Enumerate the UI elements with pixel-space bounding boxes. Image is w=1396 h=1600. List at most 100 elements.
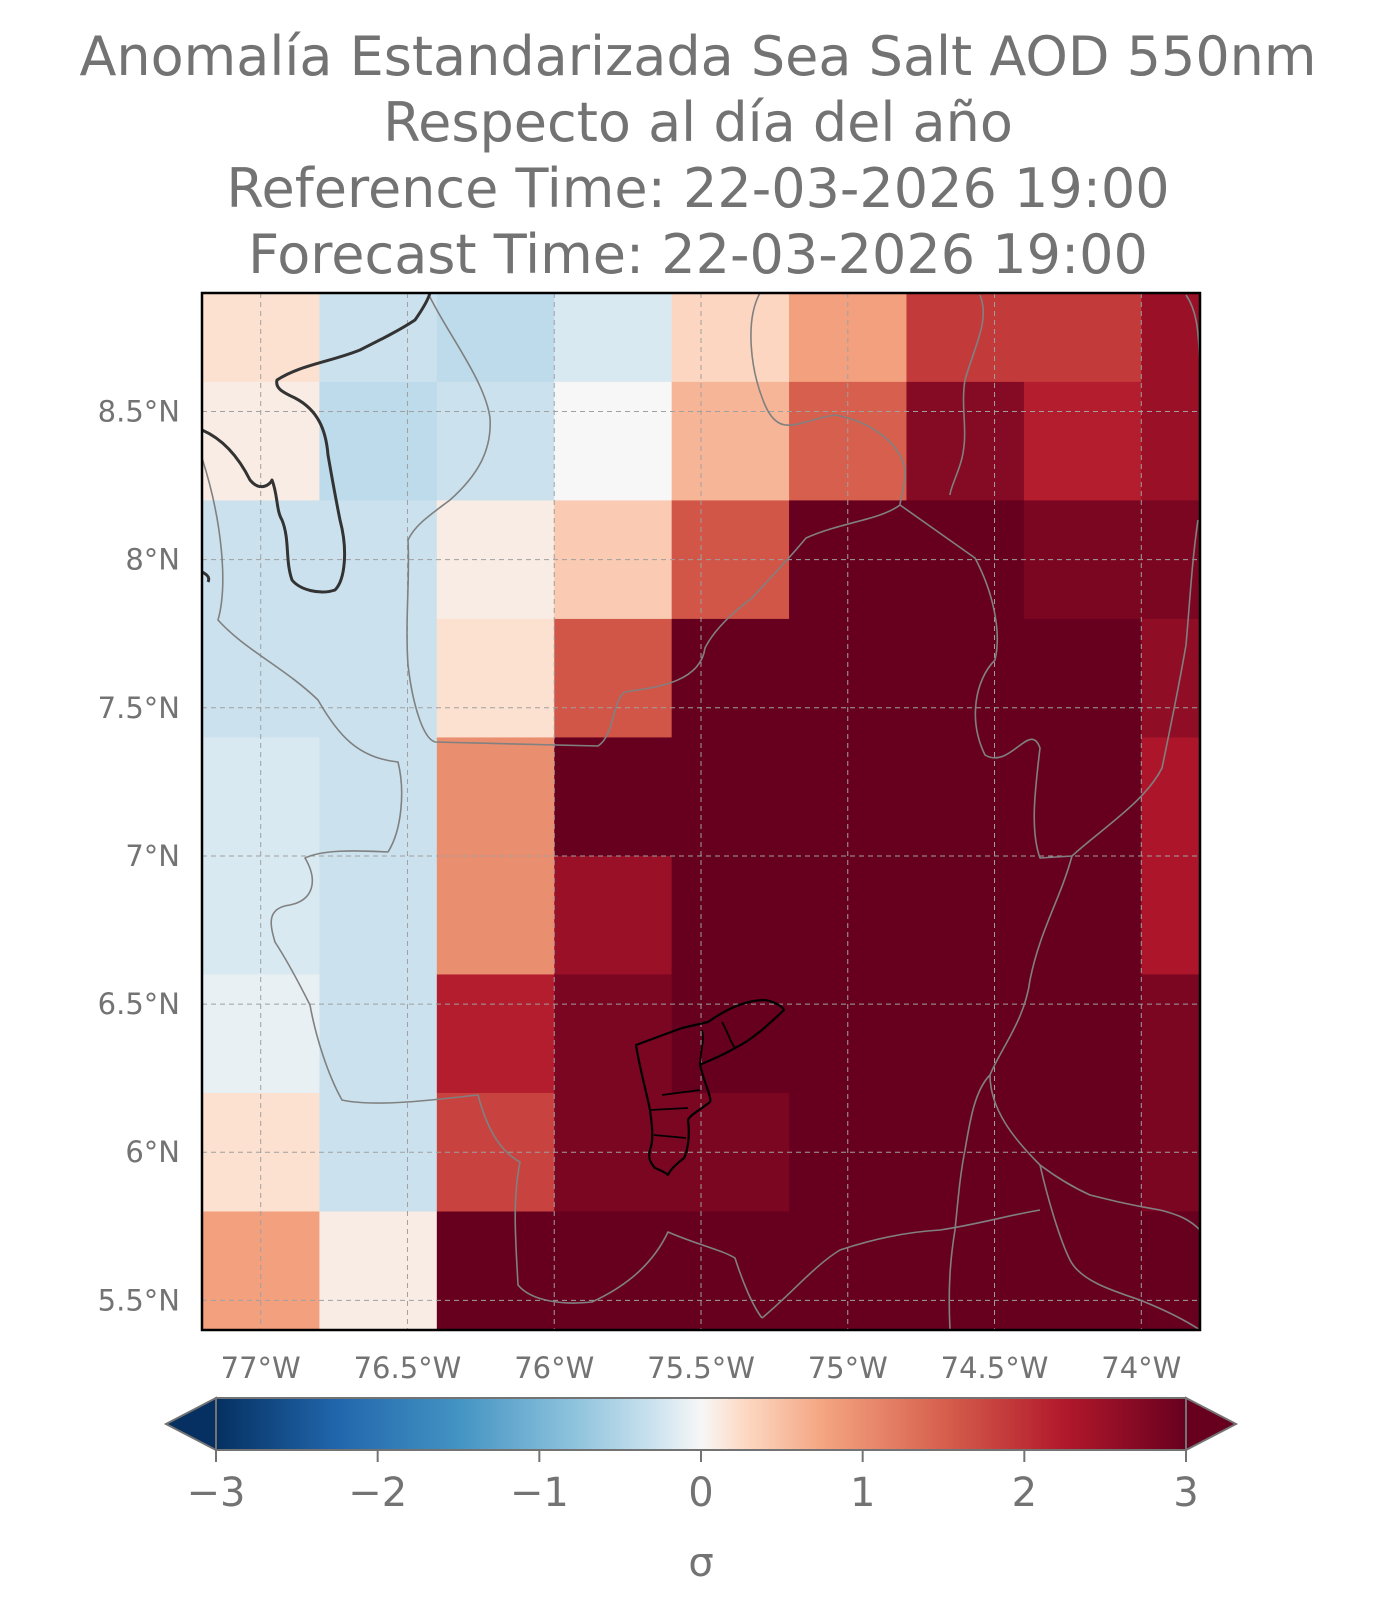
map-title-line-3: Reference Time: 22-03-2026 19:00 — [226, 157, 1170, 220]
dept-border-northeast — [750, 293, 906, 506]
anomaly-cell — [554, 293, 673, 383]
longitude-tick-label: 75°W — [808, 1351, 888, 1385]
anomaly-cell — [671, 974, 790, 1094]
medellin-metro-outline — [634, 998, 786, 1177]
anomaly-cell — [906, 974, 1025, 1094]
anomaly-cell — [436, 855, 555, 976]
longitude-tick-label: 75.5°W — [647, 1351, 755, 1385]
anomaly-cell — [554, 855, 673, 976]
anomaly-cell — [554, 737, 673, 857]
anomaly-cell — [319, 618, 438, 739]
anomaly-cell — [906, 293, 1025, 383]
river-border-north — [407, 293, 491, 541]
anomaly-cell — [1023, 974, 1142, 1094]
colorbar-tick-label: 2 — [1012, 1470, 1037, 1516]
anomaly-cell — [319, 974, 438, 1094]
map-gridlines — [202, 293, 1200, 1330]
longitude-tick-label: 77°W — [221, 1351, 301, 1385]
anomaly-cell — [1023, 618, 1142, 739]
coastline-west-stub — [202, 570, 211, 583]
colorbar-tick-label: −1 — [510, 1470, 569, 1516]
latitude-ticks: 8.5°N 8°N 7.5°N 7°N 6.5°N 6°N 5.5°N — [98, 395, 180, 1318]
anomaly-cell — [906, 1211, 1025, 1330]
latitude-tick-label: 7.5°N — [98, 691, 180, 725]
colorbar-ticks: −3 −2 −1 0 1 2 3 — [187, 1450, 1199, 1516]
anomaly-cell — [1141, 293, 1200, 383]
anomaly-cell — [554, 381, 673, 501]
coast-border-north — [406, 504, 1199, 859]
map-frame — [200, 291, 1202, 1332]
longitude-tick-label: 76.5°W — [354, 1351, 462, 1385]
latitude-tick-label: 6°N — [125, 1135, 180, 1169]
longitude-tick-label: 76°W — [514, 1351, 594, 1385]
anomaly-cell — [319, 381, 438, 501]
anomaly-cell — [1023, 737, 1142, 857]
anomaly-cell — [1023, 293, 1142, 383]
colorbar-gradient-bar — [215, 1397, 1187, 1451]
colorbar-extend-min — [163, 1396, 217, 1452]
colorbar-tick-label: 3 — [1173, 1470, 1198, 1516]
map-title-line-1: Anomalía Estandarizada Sea Salt AOD 550n… — [79, 25, 1317, 88]
map-outlines — [202, 293, 1200, 1330]
anomaly-cell — [671, 1211, 790, 1330]
latitude-tick-label: 5.5°N — [98, 1283, 180, 1317]
anomaly-cell — [554, 1211, 673, 1330]
anomaly-cell — [554, 974, 673, 1094]
colorbar: −3 −2 −1 0 1 2 3 σ — [163, 1396, 1239, 1586]
dept-border-south-center — [761, 1209, 1041, 1319]
anomaly-cell — [319, 293, 438, 383]
anomaly-cell — [671, 618, 790, 739]
anomaly-cell — [1141, 855, 1200, 976]
longitude-tick-label: 74°W — [1101, 1351, 1181, 1385]
anomaly-cell — [1141, 618, 1200, 739]
anomaly-cells — [202, 293, 1200, 1330]
latitude-tick-label: 7°N — [125, 839, 180, 873]
dept-border-south — [989, 855, 1200, 1231]
latitude-tick-label: 8.5°N — [98, 395, 180, 429]
anomaly-cell — [1141, 381, 1200, 501]
map-title-line-4: Forecast Time: 22-03-2026 19:00 — [248, 223, 1148, 286]
anomaly-cell — [671, 855, 790, 976]
anomaly-cell — [1141, 974, 1200, 1094]
anomaly-cell — [1023, 381, 1142, 501]
anomaly-cell — [436, 974, 555, 1094]
colorbar-tick-label: 1 — [850, 1470, 875, 1516]
anomaly-cell — [436, 618, 555, 739]
anomaly-cell — [319, 1211, 438, 1330]
anomaly-cell — [436, 293, 555, 383]
anomaly-cell — [436, 381, 555, 501]
anomaly-cell — [1141, 737, 1200, 857]
anomaly-cell — [1023, 1211, 1142, 1330]
anomaly-cell — [906, 618, 1025, 739]
anomaly-cell — [671, 737, 790, 857]
medellin-inner-divisions — [649, 1021, 736, 1139]
anomaly-cell — [319, 855, 438, 976]
anomaly-cell — [554, 618, 673, 739]
anomaly-cell — [906, 737, 1025, 857]
anomaly-cell — [319, 737, 438, 857]
dept-border-east — [949, 294, 985, 496]
anomaly-cell — [436, 1211, 555, 1330]
map-title-line-2: Respecto al día del año — [383, 91, 1013, 154]
colorbar-tick-label: −3 — [187, 1470, 246, 1516]
coastline — [202, 293, 432, 594]
colorbar-tick-label: −2 — [348, 1470, 407, 1516]
colorbar-label: σ — [688, 1540, 713, 1586]
anomaly-cell — [436, 737, 555, 857]
dept-border-southeast — [1039, 1164, 1200, 1330]
latitude-tick-label: 8°N — [125, 543, 180, 577]
longitude-ticks: 77°W 76.5°W 76°W 75.5°W 75°W 74.5°W 74°W — [221, 1351, 1182, 1385]
anomaly-cell — [906, 381, 1025, 501]
anomaly-cell — [671, 381, 790, 501]
colorbar-extend-max — [1185, 1396, 1239, 1452]
anomaly-cell — [671, 293, 790, 383]
national-border — [202, 457, 763, 1319]
anomaly-cell — [1023, 855, 1142, 976]
latitude-tick-label: 6.5°N — [98, 987, 180, 1021]
longitude-tick-label: 74.5°W — [941, 1351, 1049, 1385]
anomaly-cell — [906, 855, 1025, 976]
colorbar-tick-label: 0 — [688, 1470, 713, 1516]
dept-border-southwest — [948, 1074, 991, 1330]
anomaly-cell — [1141, 1211, 1200, 1330]
